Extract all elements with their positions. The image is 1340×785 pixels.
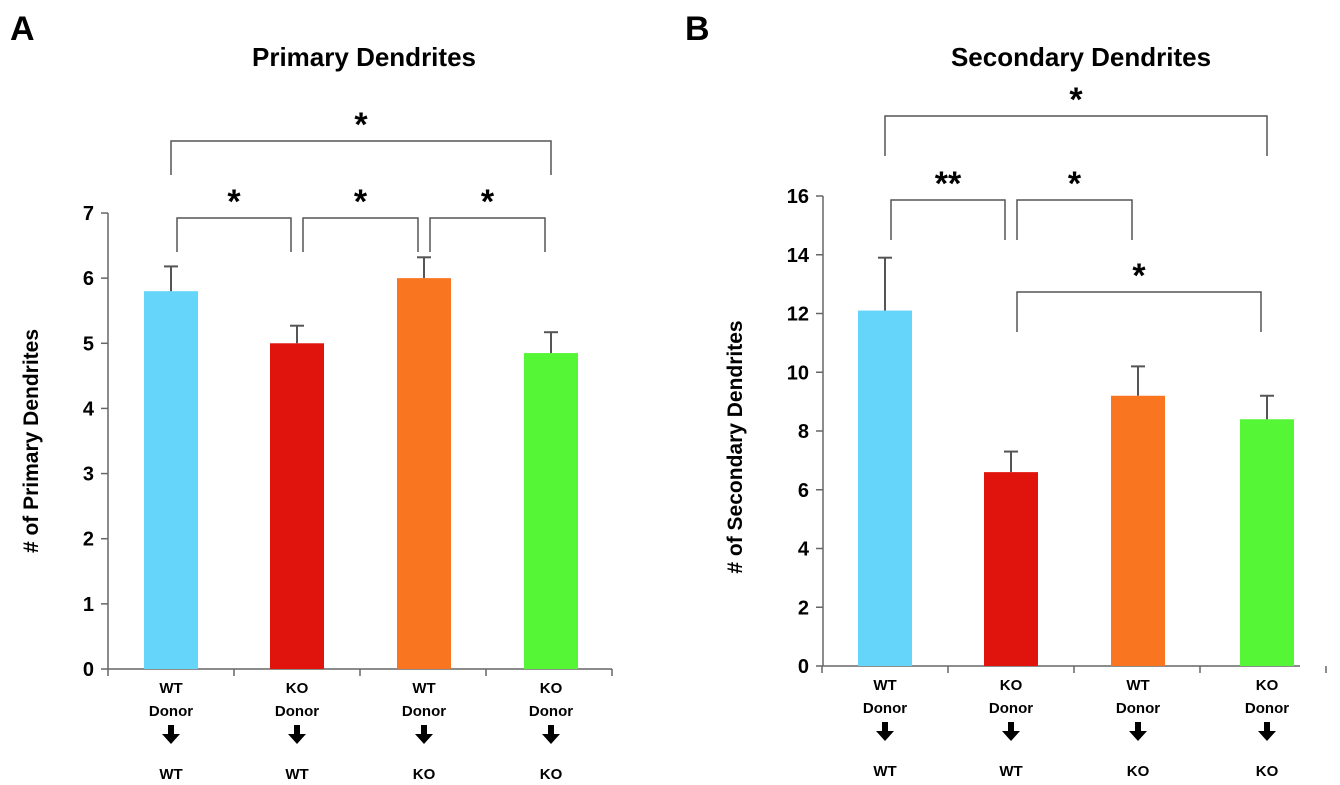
x-tick-label-donor-word: Donor xyxy=(529,703,573,720)
y-tick-label: 10 xyxy=(787,362,809,384)
bar xyxy=(397,278,451,669)
x-tick-label-recipient: WT xyxy=(999,763,1022,780)
x-tick-label-donor: KO xyxy=(286,680,309,697)
down-arrow-icon xyxy=(1129,722,1147,741)
x-tick-label-recipient: KO xyxy=(413,766,436,783)
down-arrow-icon xyxy=(288,725,306,744)
x-tick-label-donor: WT xyxy=(1126,677,1149,694)
panel-label: A xyxy=(10,10,35,48)
panel-a: A Primary Dendrites # of Primary Dendrites… xyxy=(0,0,640,785)
down-arrow-icon xyxy=(876,722,894,741)
x-tick-label-donor-word: Donor xyxy=(1245,700,1289,717)
bar xyxy=(524,353,578,669)
bar xyxy=(144,291,198,669)
y-tick-label: 2 xyxy=(798,597,809,619)
y-tick-label: 8 xyxy=(798,421,809,443)
x-tick-label-donor-word: Donor xyxy=(989,700,1033,717)
significance-bracket xyxy=(884,115,1268,156)
panel-label: B xyxy=(685,10,710,48)
x-tick-label-donor: WT xyxy=(873,677,896,694)
x-tick-label-recipient: KO xyxy=(1256,763,1279,780)
down-arrow-icon xyxy=(1258,722,1276,741)
y-axis-label: # of Primary Dendrites xyxy=(20,329,43,553)
y-tick-label: 5 xyxy=(83,333,94,355)
y-tick-label: 4 xyxy=(798,539,810,561)
bar xyxy=(270,343,324,669)
secondary-dendrites-chart: B Secondary Dendrites # of Secondary Dendr… xyxy=(685,10,1327,780)
y-axis-label: # of Secondary Dendrites xyxy=(724,320,747,573)
y-tick-label: 14 xyxy=(787,245,810,267)
significance-bracket xyxy=(170,140,552,175)
x-tick-label-recipient: KO xyxy=(540,766,563,783)
y-tick-label: 16 xyxy=(787,186,809,208)
x-tick-label-donor-word: Donor xyxy=(275,703,319,720)
significance-bracket xyxy=(890,199,1006,240)
y-tick-label: 4 xyxy=(83,398,95,420)
significance-label: * xyxy=(1132,257,1146,295)
down-arrow-icon xyxy=(415,725,433,744)
down-arrow-icon xyxy=(542,725,560,744)
x-tick-label-recipient: WT xyxy=(285,766,308,783)
y-tick-label: 12 xyxy=(787,304,809,326)
significance-bracket xyxy=(176,217,292,252)
significance-label: * xyxy=(354,183,368,221)
down-arrow-icon xyxy=(162,725,180,744)
y-tick-label: 6 xyxy=(83,268,94,290)
significance-label: * xyxy=(1069,81,1083,119)
significance-label: * xyxy=(481,183,495,221)
primary-dendrites-chart: A Primary Dendrites # of Primary Dendrites… xyxy=(10,10,613,783)
x-tick-label-donor: KO xyxy=(540,680,563,697)
bar xyxy=(858,310,912,666)
y-tick-label: 1 xyxy=(83,594,94,616)
panel-b: B Secondary Dendrites # of Secondary Dendr… xyxy=(680,0,1340,785)
significance-bracket xyxy=(302,217,419,252)
bar xyxy=(1111,395,1165,666)
x-tick-label-recipient: KO xyxy=(1127,763,1150,780)
x-tick-label-donor-word: Donor xyxy=(1116,700,1160,717)
down-arrow-icon xyxy=(1002,722,1020,741)
bar xyxy=(1240,419,1294,666)
chart-title: Primary Dendrites xyxy=(252,42,476,72)
x-tick-label-donor-word: Donor xyxy=(402,703,446,720)
x-tick-label-donor-word: Donor xyxy=(863,700,907,717)
x-tick-label-donor: WT xyxy=(159,680,182,697)
y-tick-label: 0 xyxy=(798,656,809,678)
y-tick-label: 0 xyxy=(83,659,94,681)
y-tick-label: 3 xyxy=(83,464,94,486)
y-tick-label: 2 xyxy=(83,529,94,551)
bar xyxy=(984,472,1038,666)
x-tick-label-recipient: WT xyxy=(159,766,182,783)
x-tick-label-donor: WT xyxy=(412,680,435,697)
y-tick-label: 7 xyxy=(83,203,94,225)
significance-label: * xyxy=(354,106,368,144)
significance-label: * xyxy=(1068,165,1082,203)
significance-bracket xyxy=(1016,199,1133,240)
significance-label: * xyxy=(227,183,241,221)
x-tick-label-recipient: WT xyxy=(873,763,896,780)
x-tick-label-donor: KO xyxy=(1256,677,1279,694)
y-tick-label: 6 xyxy=(798,480,809,502)
x-tick-label-donor-word: Donor xyxy=(149,703,193,720)
significance-bracket xyxy=(1016,291,1262,332)
chart-title: Secondary Dendrites xyxy=(951,42,1211,72)
significance-label: ** xyxy=(935,165,962,203)
x-tick-label-donor: KO xyxy=(1000,677,1023,694)
significance-bracket xyxy=(429,217,546,252)
